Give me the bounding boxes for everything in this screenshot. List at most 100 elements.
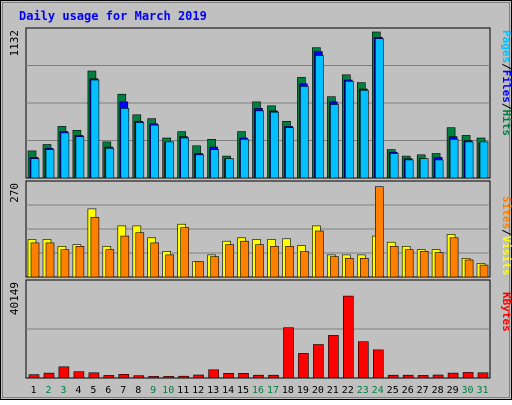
bar-sites-day-12: [195, 261, 204, 278]
day-label-7: 7: [120, 385, 126, 396]
bar-pages-day-9: [150, 124, 159, 179]
bar-kbytes-day-7: [118, 373, 130, 379]
panels-layer: 1132 Pages/Files/Hits 270 Sites/Visits 40149…: [8, 27, 512, 379]
bar-kbytes-day-29: [447, 372, 459, 379]
bar-kbytes-day-12: [193, 374, 204, 379]
bar-pages-day-17: [270, 111, 279, 179]
bar-kbytes-day-13: [208, 369, 219, 379]
legend-entry: /: [500, 229, 512, 236]
bar-sites-day-27: [419, 251, 429, 278]
bar-sites-day-11: [180, 227, 189, 278]
day-label-9: 9: [150, 385, 156, 396]
bar-pages-day-3: [60, 132, 70, 179]
bar-sites-day-22: [344, 257, 354, 278]
bar-sites-day-31: [479, 264, 489, 278]
panel-hits-files-pages: 1132 Pages/Files/Hits: [8, 27, 512, 179]
bar-sites-day-6: [105, 249, 115, 278]
bar-kbytes-day-21: [328, 335, 339, 379]
bar-sites-day-28: [434, 252, 444, 278]
bar-sites-day-2: [45, 242, 55, 278]
day-label-20: 20: [312, 385, 324, 396]
day-label-15: 15: [237, 385, 249, 396]
day-label-22: 22: [342, 385, 354, 396]
day-label-27: 27: [417, 385, 429, 396]
bar-kbytes-day-4: [73, 371, 85, 379]
legend-entry: Sites: [500, 196, 512, 229]
bar-sites-day-9: [150, 242, 159, 278]
bar-sites-day-5: [90, 217, 100, 278]
day-label-23: 23: [357, 385, 369, 396]
bar-sites-day-3: [60, 249, 70, 278]
bar-pages-day-31: [479, 141, 489, 179]
bar-pages-day-23: [359, 90, 369, 179]
bar-sites-day-13: [210, 256, 219, 278]
bar-pages-day-24: [374, 38, 384, 179]
bar-kbytes-day-11: [178, 375, 189, 379]
bar-kbytes-day-17: [268, 374, 279, 379]
bar-sites-day-1: [30, 242, 40, 278]
chart-title: Daily usage for March 2019: [19, 9, 207, 23]
day-label-11: 11: [177, 385, 189, 396]
day-label-13: 13: [207, 385, 219, 396]
day-label-18: 18: [282, 385, 294, 396]
day-label-19: 19: [297, 385, 309, 396]
bar-pages-day-4: [75, 136, 85, 179]
bar-sites-day-20: [315, 230, 324, 278]
bar-pages-day-28: [434, 159, 444, 179]
bar-sites-day-17: [270, 246, 279, 278]
bar-kbytes-day-2: [43, 372, 55, 379]
legend-entry: KBytes: [500, 292, 512, 332]
bar-pages-day-26: [404, 159, 414, 179]
day-label-10: 10: [162, 385, 174, 396]
day-label-28: 28: [432, 385, 444, 396]
bar-pages-day-30: [464, 141, 474, 179]
legend-entry: Hits: [500, 110, 512, 137]
bar-kbytes-day-22: [342, 295, 354, 379]
panel-legend: Pages/Files/Hits: [500, 30, 512, 136]
day-label-30: 30: [461, 385, 473, 396]
panel-max-label: 270: [8, 183, 21, 203]
bar-sites-day-14: [225, 244, 234, 278]
day-label-8: 8: [135, 385, 141, 396]
panel-max-label: 40149: [8, 282, 21, 315]
bar-pages-day-6: [105, 148, 115, 179]
day-label-16: 16: [252, 385, 264, 396]
day-label-24: 24: [372, 385, 384, 396]
day-label-26: 26: [402, 385, 414, 396]
day-label-31: 31: [476, 385, 488, 396]
day-label-1: 1: [30, 385, 36, 396]
bar-kbytes-day-15: [238, 372, 249, 379]
bar-sites-day-10: [165, 254, 174, 278]
bar-pages-day-14: [225, 158, 234, 179]
bar-pages-day-10: [165, 141, 174, 179]
bar-pages-day-22: [344, 81, 354, 179]
panel-legend: Sites/Visits: [500, 196, 512, 276]
bar-pages-day-2: [45, 149, 55, 179]
bar-pages-day-21: [330, 104, 339, 179]
legend-entry: Visits: [500, 236, 512, 276]
bar-pages-day-27: [419, 158, 429, 179]
panel-legend: KBytes: [500, 292, 512, 332]
bar-sites-day-4: [75, 246, 85, 278]
bar-kbytes-day-16: [253, 374, 264, 379]
day-label-3: 3: [60, 385, 66, 396]
bar-kbytes-day-23: [357, 341, 369, 379]
bar-kbytes-day-27: [417, 375, 429, 379]
bar-kbytes-day-20: [313, 344, 324, 379]
bar-kbytes-day-1: [28, 374, 40, 379]
bar-kbytes-day-8: [133, 375, 145, 379]
bar-kbytes-day-14: [223, 372, 234, 379]
day-label-12: 12: [192, 385, 204, 396]
bar-kbytes-day-18: [283, 327, 294, 379]
bar-pages-day-1: [30, 158, 40, 179]
bar-kbytes-day-6: [103, 375, 115, 379]
day-label-29: 29: [447, 385, 459, 396]
panel-visits-sites: 270 Sites/Visits: [8, 180, 512, 278]
day-label-2: 2: [45, 385, 51, 396]
legend-entry: Files: [500, 70, 512, 103]
bar-pages-day-16: [255, 110, 264, 179]
bar-kbytes-day-26: [402, 374, 414, 379]
day-label-5: 5: [90, 385, 96, 396]
bar-sites-day-26: [404, 249, 414, 278]
